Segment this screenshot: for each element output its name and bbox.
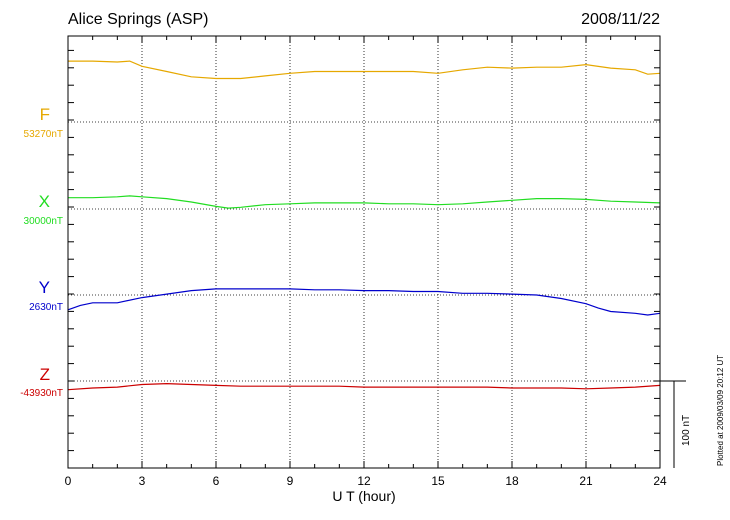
series-label-x: X: [38, 192, 50, 211]
series-line-f: [68, 60, 661, 80]
scale-bar: [660, 380, 686, 468]
x-tick-label: 9: [287, 474, 294, 488]
series-label-z: Z: [39, 365, 50, 384]
x-tick-label: 0: [65, 474, 72, 488]
plotted-note: Plotted at 2009/03/09 20:12 UT: [716, 354, 725, 466]
chart-ticks: 0 3 6 9 12 15 18 21 24: [65, 36, 667, 488]
x-tick-label: 12: [357, 474, 371, 488]
chart-date: 2008/11/22: [581, 11, 660, 28]
x-axis-label: U T (hour): [332, 488, 395, 504]
series-label-y: Y: [38, 278, 50, 297]
series-line-z: [67, 382, 661, 391]
chart-title: Alice Springs (ASP): [68, 11, 209, 28]
x-tick-label: 15: [431, 474, 445, 488]
x-tick-label: 6: [213, 474, 220, 488]
baseline-label-z: -43930nT: [20, 388, 63, 399]
x-tick-label: 18: [505, 474, 519, 488]
x-tick-label: 24: [653, 474, 667, 488]
scale-bar-label: 100 nT: [681, 414, 692, 446]
chart-series: [67, 60, 661, 391]
baseline-label-x: 30000nT: [23, 216, 63, 227]
x-tick-label: 21: [579, 474, 593, 488]
x-tick-label: 3: [139, 474, 146, 488]
series-line-y: [67, 288, 661, 316]
series-line-x: [68, 195, 661, 209]
series-label-f: F: [39, 105, 50, 124]
baseline-label-y: 2630nT: [29, 302, 63, 313]
baseline-label-f: 53270nT: [23, 129, 63, 140]
chart-grid: [68, 36, 660, 468]
